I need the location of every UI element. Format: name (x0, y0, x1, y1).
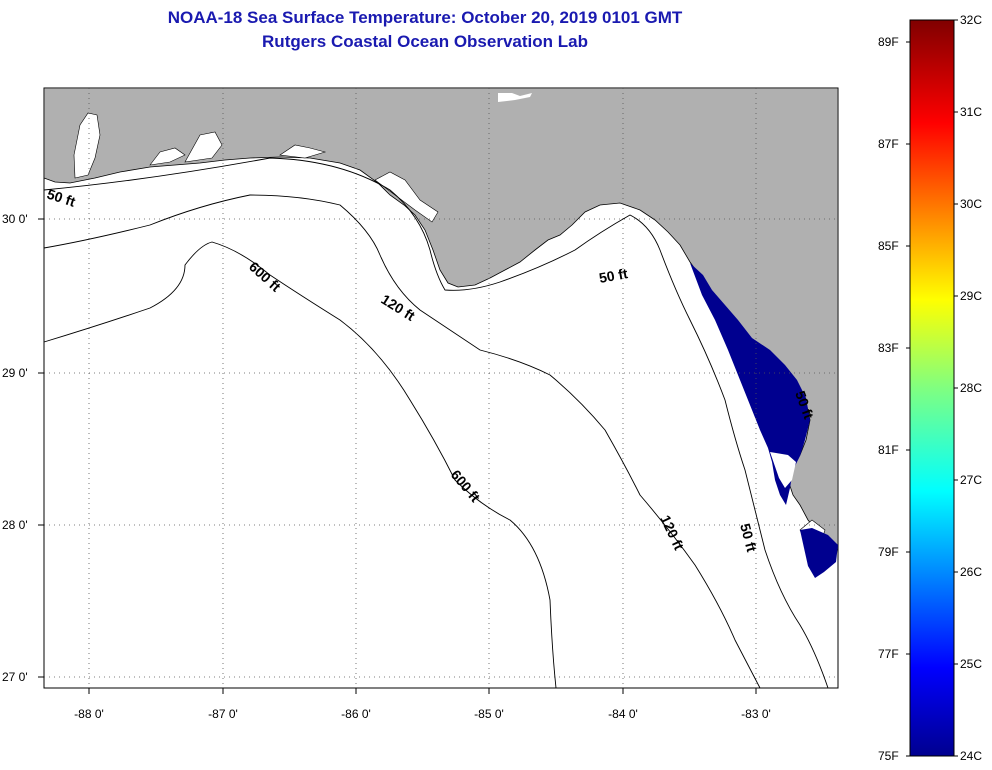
sst-data-patch-south (800, 528, 838, 578)
lon-tick-label: -83 0' (741, 707, 771, 721)
colorbar-ticks (906, 19, 958, 757)
colorbar-fahrenheit-labels: 89F 87F 85F 83F 81F 79F 77F 75F (878, 35, 899, 763)
sst-data-gap (770, 452, 796, 488)
bay-pensacola (149, 147, 186, 166)
fahrenheit-label: 81F (878, 443, 899, 457)
fahrenheit-label: 87F (878, 137, 899, 151)
map-subtitle: Rutgers Coastal Ocean Observation Lab (262, 32, 588, 51)
contour-50ft (43, 157, 829, 689)
fahrenheit-label: 83F (878, 341, 899, 355)
celsius-label: 27C (960, 473, 982, 487)
bay-choctaw (184, 131, 223, 163)
lon-tick-label: -84 0' (608, 707, 638, 721)
celsius-label: 29C (960, 289, 982, 303)
lat-tick-label: 29 0' (2, 366, 28, 380)
longitude-labels: -88 0' -87 0' -86 0' -85 0' -84 0' -83 0… (74, 707, 771, 721)
celsius-label: 32C (960, 13, 982, 27)
bay-apalachee (374, 171, 439, 223)
contour-120ft (43, 194, 761, 689)
contour-label-50-mid: 50 ft (598, 265, 629, 286)
sst-data-patch (690, 263, 810, 505)
axis-ticks (38, 218, 757, 694)
lon-tick-label: -88 0' (74, 707, 104, 721)
fahrenheit-label: 89F (878, 35, 899, 49)
celsius-label: 26C (960, 565, 982, 579)
map-title: NOAA-18 Sea Surface Temperature: October… (167, 8, 683, 27)
fahrenheit-label: 79F (878, 545, 899, 559)
contour-600ft (43, 241, 557, 689)
contour-label-50-south: 50 ft (737, 522, 760, 554)
celsius-label: 28C (960, 381, 982, 395)
lat-tick-label: 30 0' (2, 212, 28, 226)
fahrenheit-label: 77F (878, 647, 899, 661)
celsius-label: 30C (960, 197, 982, 211)
grid-lines (44, 88, 838, 688)
celsius-label: 25C (960, 657, 982, 671)
bay-st-andrews (279, 144, 327, 159)
lon-tick-label: -87 0' (208, 707, 238, 721)
lat-tick-label: 27 0' (2, 670, 28, 684)
lon-tick-label: -85 0' (474, 707, 504, 721)
colorbar (909, 19, 955, 757)
celsius-label: 24C (960, 749, 982, 763)
colorbar-celsius-labels: 32C 31C 30C 29C 28C 27C 26C 25C 24C (960, 13, 982, 763)
bay-mobile (73, 112, 101, 179)
fahrenheit-label: 75F (878, 749, 899, 763)
fahrenheit-label: 85F (878, 239, 899, 253)
celsius-label: 31C (960, 105, 982, 119)
land-gap (498, 93, 532, 102)
lat-tick-label: 28 0' (2, 518, 28, 532)
latitude-labels: 30 0' 29 0' 28 0' 27 0' (2, 212, 28, 684)
lon-tick-label: -86 0' (341, 707, 371, 721)
depth-contours (43, 157, 829, 689)
